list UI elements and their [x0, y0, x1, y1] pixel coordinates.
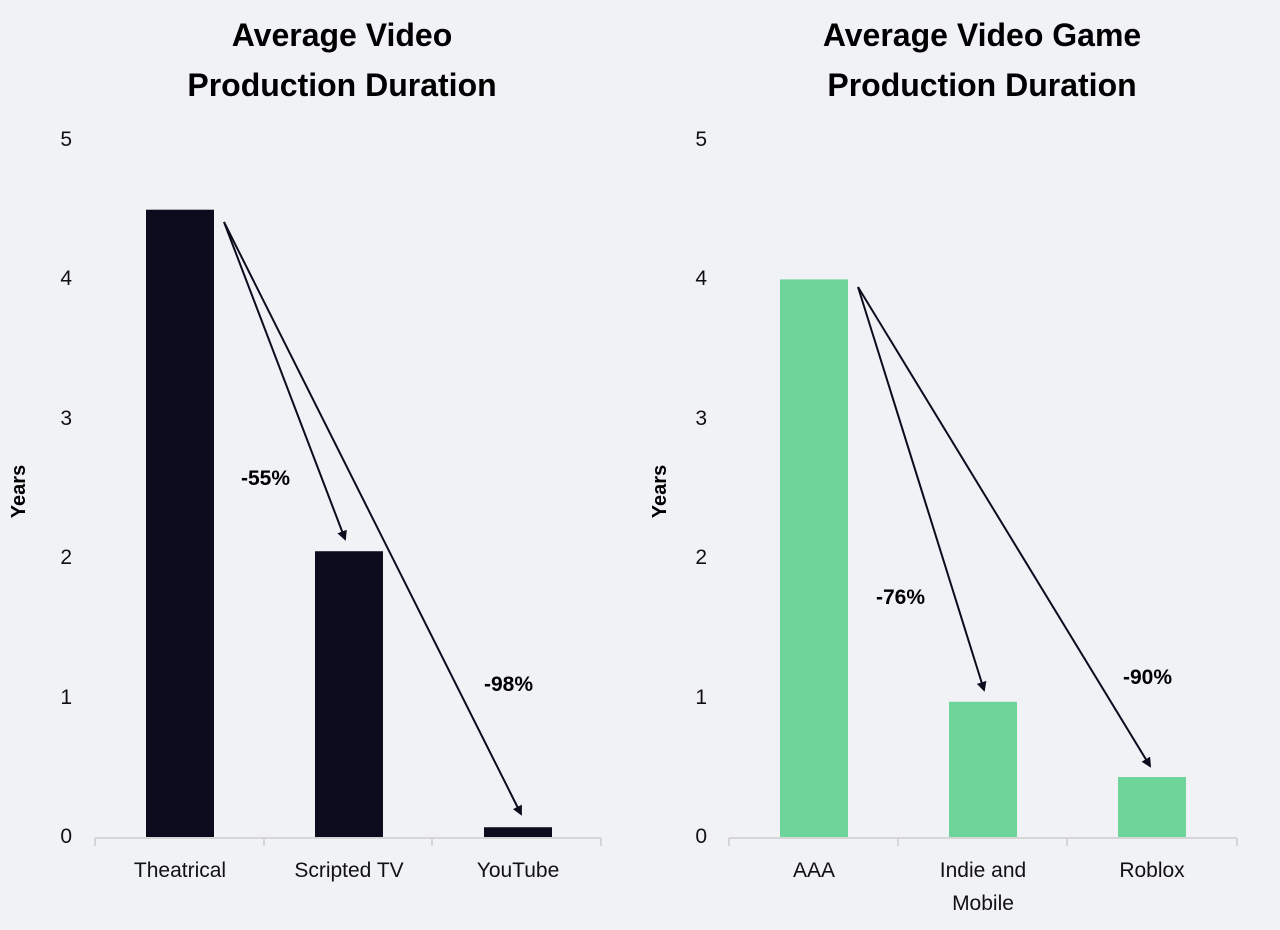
right-chart-title: Average Video Game Production Duration	[742, 10, 1222, 110]
left-ytick-4: 4	[60, 267, 72, 290]
arrow-aaa-to-roblox	[857, 286, 1152, 768]
annotation-minus-55: -55%	[241, 467, 291, 490]
xtick-aaa: AAA	[730, 854, 898, 887]
left-ytick-5: 5	[60, 128, 72, 151]
right-bars	[780, 279, 1186, 837]
right-ytick-5: 5	[695, 128, 707, 151]
right-ytick-1: 1	[695, 686, 707, 709]
right-ytick-0: 0	[695, 825, 707, 848]
left-ytick-3: 3	[60, 407, 72, 430]
right-x-axis	[728, 837, 1238, 846]
left-title-line-1: Average Video	[231, 17, 453, 53]
right-ytick-3: 3	[695, 407, 707, 430]
arrow-theatrical-to-scripted	[223, 221, 347, 541]
annotation-minus-76: -76%	[876, 586, 926, 609]
annotation-minus-90: -90%	[1123, 666, 1173, 689]
right-title-line-2: Production Duration	[827, 67, 1137, 103]
left-ytick-1: 1	[60, 686, 72, 709]
left-bars	[146, 209, 552, 837]
left-ytick-0: 0	[60, 825, 72, 848]
left-arrows	[223, 221, 522, 816]
right-ytick-2: 2	[695, 546, 707, 569]
left-ytick-2: 2	[60, 546, 72, 569]
xtick-scripted-tv: Scripted TV	[294, 859, 404, 882]
bar-scripted-tv	[315, 551, 383, 837]
bar-roblox	[1118, 777, 1186, 837]
right-title-line-1: Average Video Game	[822, 17, 1142, 53]
annotation-minus-98: -98%	[484, 673, 534, 696]
xtick-youtube: YouTube	[476, 859, 560, 882]
xtick-roblox-line-1: Roblox	[1119, 859, 1185, 882]
arrow-aaa-to-indie	[857, 286, 987, 692]
left-x-axis	[94, 837, 602, 846]
bar-youtube	[484, 827, 552, 837]
bar-theatrical	[146, 209, 214, 837]
xtick-theatrical: Theatrical	[133, 859, 227, 882]
xtick-roblox: Roblox	[1068, 854, 1236, 887]
xtick-aaa-line-1: AAA	[792, 859, 836, 882]
xtick-indie-line-2: Mobile	[952, 892, 1014, 915]
left-chart-title: Average Video Production Duration	[102, 10, 582, 110]
left-title-line-2: Production Duration	[187, 67, 497, 103]
xtick-indie-line-1: Indie and	[939, 859, 1027, 882]
right-arrows	[857, 286, 1152, 768]
arrow-theatrical-to-youtube	[223, 221, 522, 816]
right-ytick-4: 4	[695, 267, 707, 290]
xtick-indie-mobile: Indie and Mobile	[899, 854, 1067, 920]
bar-indie-mobile	[949, 701, 1017, 837]
bar-aaa	[780, 279, 848, 837]
